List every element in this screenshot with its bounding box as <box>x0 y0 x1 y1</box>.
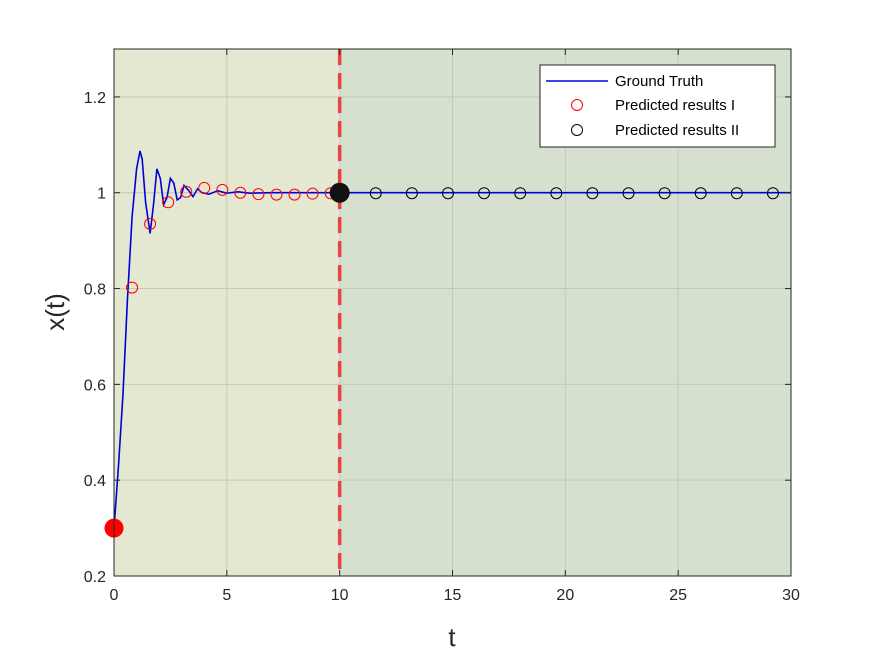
predicted-i-point <box>162 196 175 209</box>
legend-marker-ii <box>571 124 583 136</box>
ground-truth-line <box>113 150 791 529</box>
x-tick-label: 20 <box>556 587 574 604</box>
predicted-ii-point <box>405 187 418 200</box>
x-tick-label: 10 <box>331 587 349 604</box>
y-tick-label: 0.2 <box>84 569 106 586</box>
predicted-ii-point <box>766 187 779 200</box>
x-tick-label: 5 <box>222 587 231 604</box>
predicted-ii-point <box>622 187 635 200</box>
predicted-i-point <box>306 187 319 200</box>
predicted-i-point <box>180 185 193 198</box>
y-tick-label: 1 <box>97 186 106 203</box>
predicted-ii-point <box>730 187 743 200</box>
legend-label: Ground Truth <box>615 73 703 90</box>
predicted-ii-point <box>694 187 707 200</box>
predicted-ii-point <box>441 187 454 200</box>
y-tick-label: 1.2 <box>84 90 106 107</box>
predicted-ii-point <box>658 187 671 200</box>
predicted-i-point <box>216 183 229 196</box>
predicted-ii-point <box>478 187 491 200</box>
predicted-i-point <box>144 217 157 230</box>
transition-point <box>329 182 350 203</box>
predicted-ii-point <box>550 187 563 200</box>
predicted-ii-point <box>369 187 382 200</box>
predicted-i-point <box>126 281 139 294</box>
predicted-ii-point <box>514 187 527 200</box>
predicted-i-point <box>270 188 283 201</box>
predicted-i-point <box>234 186 247 199</box>
predicted-i-point <box>288 188 301 201</box>
x-tick-label: 30 <box>782 587 800 604</box>
axes: 0 5 10 15 20 25 30 0.2 0.4 0.6 0.8 1 1.2 <box>84 48 800 604</box>
x-tick-label: 15 <box>444 587 462 604</box>
series <box>104 150 791 538</box>
legend: Ground Truth Predicted results I Predicted… <box>539 64 776 148</box>
y-axis-label: x(t) <box>40 293 70 331</box>
legend-marker-i <box>571 99 583 111</box>
y-tick-label: 0.8 <box>84 282 106 299</box>
y-tick-label: 0.4 <box>84 473 106 490</box>
legend-box <box>539 64 776 148</box>
x-tick-label: 25 <box>669 587 687 604</box>
predicted-ii-point <box>586 187 599 200</box>
y-tick-label: 0.6 <box>84 377 106 394</box>
x-tick-label: 0 <box>110 587 119 604</box>
predicted-i-point <box>198 181 211 194</box>
legend-label: Predicted results I <box>615 97 735 114</box>
x-axis-label: t <box>448 622 456 652</box>
predicted-i-point <box>252 188 265 201</box>
legend-label: Predicted results II <box>615 122 739 139</box>
